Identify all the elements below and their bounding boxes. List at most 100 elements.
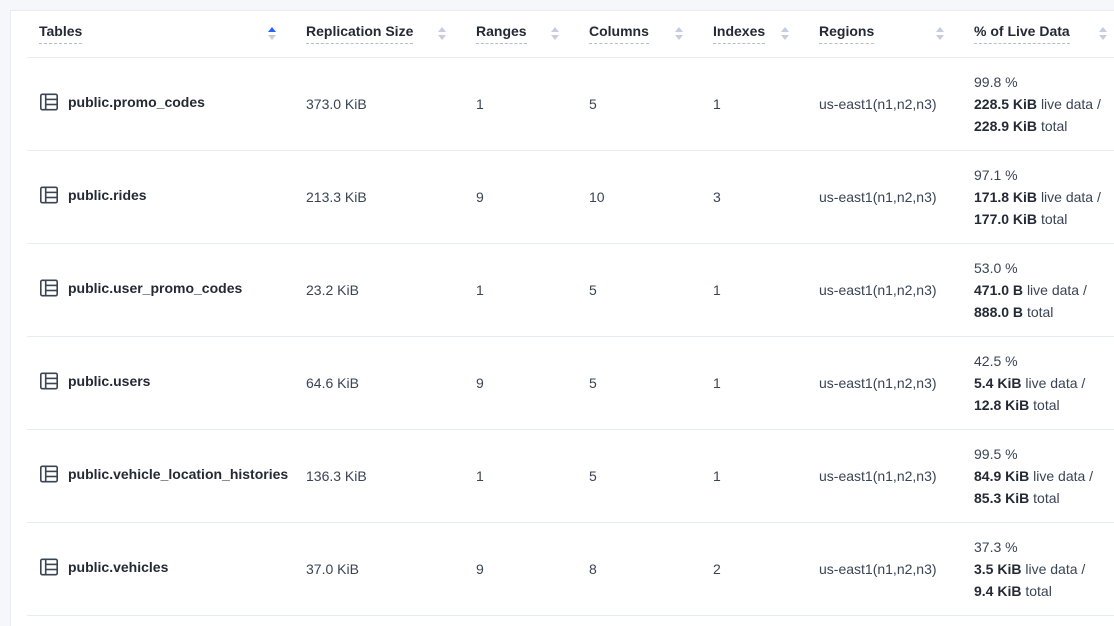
table-row: public.vehicle_location_histories 136.3 … bbox=[27, 429, 1114, 523]
live-data-label: live data / bbox=[1040, 95, 1101, 112]
total-size-line: 85.3 KiB total bbox=[974, 487, 1114, 509]
total-size-line: 888.0 B total bbox=[974, 301, 1114, 323]
column-header-regions-label[interactable]: Regions bbox=[819, 23, 875, 45]
live-data-size: 171.8 KiB bbox=[974, 188, 1038, 205]
replication-size-cell: 213.3 KiB bbox=[294, 150, 464, 244]
total-size-line: 12.8 KiB total bbox=[974, 394, 1114, 416]
column-header-ranges[interactable]: Ranges bbox=[464, 11, 577, 58]
table-name-link[interactable]: public.rides bbox=[68, 187, 147, 203]
table-name-cell[interactable]: public.rides bbox=[27, 150, 294, 244]
column-header-indexes[interactable]: Indexes bbox=[701, 11, 807, 58]
column-header-tables[interactable]: Tables bbox=[27, 11, 294, 58]
sort-icon[interactable] bbox=[936, 27, 944, 41]
column-header-indexes-label[interactable]: Indexes bbox=[713, 23, 766, 45]
table-name-cell[interactable]: public.users bbox=[27, 336, 294, 430]
columns-cell: 5 bbox=[577, 243, 701, 337]
table-name-link[interactable]: public.user_promo_codes bbox=[68, 280, 243, 296]
column-header-live-data[interactable]: % of Live Data bbox=[962, 11, 1114, 58]
total-label: total bbox=[1033, 396, 1060, 413]
indexes-cell: 1 bbox=[701, 429, 807, 523]
live-data-cell: 99.5 % 84.9 KiB live data / 85.3 KiB tot… bbox=[962, 429, 1114, 523]
replication-size-cell: 64.6 KiB bbox=[294, 336, 464, 430]
columns-cell: 5 bbox=[577, 429, 701, 523]
live-data-percent: 99.5 % bbox=[974, 445, 1018, 462]
live-data-size: 5.4 KiB bbox=[974, 374, 1022, 391]
table-name-link[interactable]: public.promo_codes bbox=[68, 94, 205, 110]
live-data-cell: 53.0 % 471.0 B live data / 888.0 B total bbox=[962, 243, 1114, 337]
regions-cell: us-east1(n1,n2,n3) bbox=[807, 57, 962, 151]
columns-cell: 5 bbox=[577, 336, 701, 430]
table-name-link[interactable]: public.vehicle_location_histories bbox=[68, 466, 289, 482]
live-data-percent: 37.3 % bbox=[974, 538, 1018, 555]
table-name-link[interactable]: public.vehicles bbox=[68, 559, 169, 575]
regions-cell: us-east1(n1,n2,n3) bbox=[807, 522, 962, 616]
column-header-live-data-label[interactable]: % of Live Data bbox=[974, 23, 1070, 45]
column-header-regions[interactable]: Regions bbox=[807, 11, 962, 58]
regions-cell: us-east1(n1,n2,n3) bbox=[807, 243, 962, 337]
column-header-replication-size[interactable]: Replication Size bbox=[294, 11, 464, 58]
table-row: public.vehicles 37.0 KiB 9 8 2 us-east1(… bbox=[27, 522, 1114, 616]
live-data-percent: 42.5 % bbox=[974, 352, 1018, 369]
live-data-cell: 97.1 % 171.8 KiB live data / 177.0 KiB t… bbox=[962, 150, 1114, 244]
total-size-line: 228.9 KiB total bbox=[974, 115, 1114, 137]
table-icon bbox=[39, 558, 58, 576]
table-body: public.promo_codes 373.0 KiB 1 5 1 us-ea… bbox=[27, 57, 1114, 616]
sort-icon[interactable] bbox=[1099, 27, 1107, 41]
live-data-size-line: 84.9 KiB live data / bbox=[974, 465, 1114, 487]
column-header-ranges-label[interactable]: Ranges bbox=[476, 23, 527, 45]
live-data-cell: 42.5 % 5.4 KiB live data / 12.8 KiB tota… bbox=[962, 336, 1114, 430]
live-data-label: live data / bbox=[1040, 188, 1101, 205]
total-size-line: 177.0 KiB total bbox=[974, 208, 1114, 230]
live-data-percent: 53.0 % bbox=[974, 259, 1018, 276]
replication-size-cell: 373.0 KiB bbox=[294, 57, 464, 151]
indexes-cell: 1 bbox=[701, 57, 807, 151]
table-name-cell[interactable]: public.promo_codes bbox=[27, 57, 294, 151]
total-size: 888.0 B bbox=[974, 303, 1024, 320]
live-data-size: 471.0 B bbox=[974, 281, 1024, 298]
ranges-cell: 9 bbox=[464, 336, 577, 430]
table-name-link[interactable]: public.users bbox=[68, 373, 151, 389]
indexes-cell: 1 bbox=[701, 243, 807, 337]
table-icon bbox=[39, 186, 58, 204]
live-data-label: live data / bbox=[1026, 281, 1087, 298]
columns-cell: 10 bbox=[577, 150, 701, 244]
live-data-label: live data / bbox=[1025, 374, 1086, 391]
regions-cell: us-east1(n1,n2,n3) bbox=[807, 429, 962, 523]
sort-icon[interactable] bbox=[675, 27, 683, 41]
columns-cell: 5 bbox=[577, 57, 701, 151]
total-label: total bbox=[1040, 117, 1068, 134]
replication-size-cell: 23.2 KiB bbox=[294, 243, 464, 337]
live-data-label: live data / bbox=[1033, 467, 1094, 484]
table-name-cell[interactable]: public.vehicle_location_histories bbox=[27, 429, 294, 523]
ranges-cell: 1 bbox=[464, 429, 577, 523]
live-data-cell: 99.8 % 228.5 KiB live data / 228.9 KiB t… bbox=[962, 57, 1114, 151]
ranges-cell: 1 bbox=[464, 243, 577, 337]
table-name-cell[interactable]: public.vehicles bbox=[27, 522, 294, 616]
table-row: public.promo_codes 373.0 KiB 1 5 1 us-ea… bbox=[27, 57, 1114, 151]
table-row: public.users 64.6 KiB 9 5 1 us-east1(n1,… bbox=[27, 336, 1114, 430]
column-header-replication-size-label[interactable]: Replication Size bbox=[306, 23, 414, 45]
total-size: 228.9 KiB bbox=[974, 117, 1038, 134]
total-size: 85.3 KiB bbox=[974, 489, 1030, 506]
sort-icon[interactable] bbox=[551, 27, 559, 41]
column-header-tables-label[interactable]: Tables bbox=[39, 23, 83, 45]
total-size-line: 9.4 KiB total bbox=[974, 580, 1114, 602]
regions-cell: us-east1(n1,n2,n3) bbox=[807, 336, 962, 430]
table-row: public.user_promo_codes 23.2 KiB 1 5 1 u… bbox=[27, 243, 1114, 337]
columns-cell: 8 bbox=[577, 522, 701, 616]
sort-icon[interactable] bbox=[781, 27, 789, 41]
live-data-size-line: 5.4 KiB live data / bbox=[974, 372, 1114, 394]
live-data-percent: 99.8 % bbox=[974, 73, 1018, 90]
table-icon bbox=[39, 279, 58, 297]
column-header-columns[interactable]: Columns bbox=[577, 11, 701, 58]
database-tables-table: Tables Replication Size Ranges bbox=[27, 11, 1114, 616]
table-icon bbox=[39, 372, 58, 390]
sort-icon[interactable] bbox=[438, 27, 446, 41]
live-data-percent: 97.1 % bbox=[974, 166, 1018, 183]
live-data-size-line: 171.8 KiB live data / bbox=[974, 186, 1114, 208]
live-data-cell: 37.3 % 3.5 KiB live data / 9.4 KiB total bbox=[962, 522, 1114, 616]
sort-icon[interactable] bbox=[268, 27, 276, 41]
table-name-cell[interactable]: public.user_promo_codes bbox=[27, 243, 294, 337]
column-header-columns-label[interactable]: Columns bbox=[589, 23, 649, 45]
live-data-size: 84.9 KiB bbox=[974, 467, 1030, 484]
